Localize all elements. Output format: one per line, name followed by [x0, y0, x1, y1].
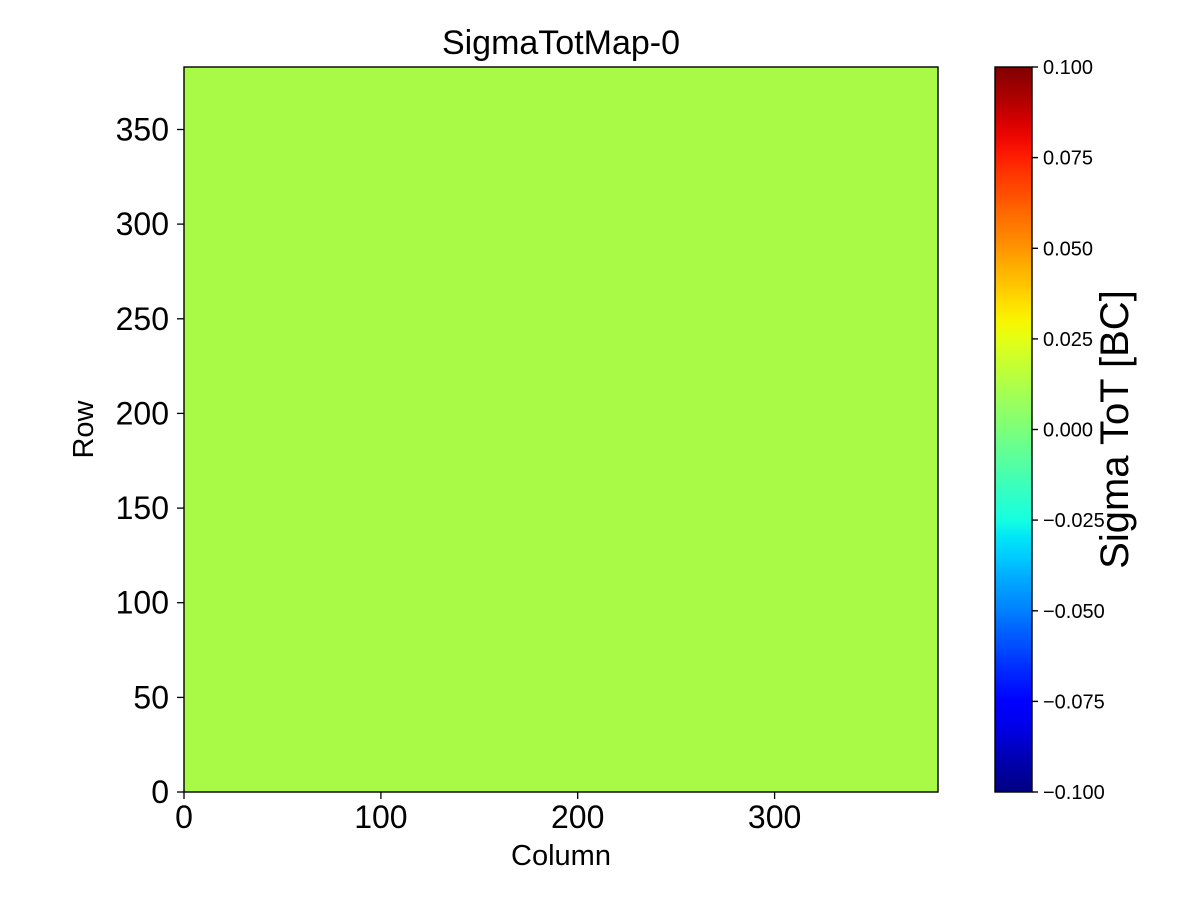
- svg-text:350: 350: [116, 112, 169, 148]
- svg-text:0: 0: [175, 799, 193, 835]
- svg-text:−0.100: −0.100: [1043, 782, 1105, 804]
- svg-text:Column: Column: [511, 840, 611, 872]
- svg-text:50: 50: [133, 679, 169, 715]
- svg-text:Sigma ToT [BC]: Sigma ToT [BC]: [1093, 290, 1137, 569]
- svg-text:100: 100: [116, 585, 169, 621]
- svg-text:300: 300: [116, 206, 169, 242]
- svg-text:300: 300: [748, 799, 801, 835]
- svg-text:−0.075: −0.075: [1043, 691, 1105, 713]
- svg-text:100: 100: [354, 799, 407, 835]
- svg-text:200: 200: [116, 395, 169, 431]
- svg-text:Row: Row: [68, 399, 100, 458]
- svg-text:−0.050: −0.050: [1043, 601, 1105, 623]
- svg-text:200: 200: [551, 799, 604, 835]
- svg-text:250: 250: [116, 301, 169, 337]
- svg-text:0.075: 0.075: [1043, 148, 1093, 170]
- svg-text:0.100: 0.100: [1043, 57, 1093, 79]
- svg-text:0.000: 0.000: [1043, 420, 1093, 442]
- svg-text:150: 150: [116, 490, 169, 526]
- svg-text:0: 0: [151, 774, 169, 810]
- svg-text:SigmaTotMap-0: SigmaTotMap-0: [442, 24, 680, 62]
- svg-text:0.025: 0.025: [1043, 329, 1093, 351]
- svg-text:0.050: 0.050: [1043, 238, 1093, 260]
